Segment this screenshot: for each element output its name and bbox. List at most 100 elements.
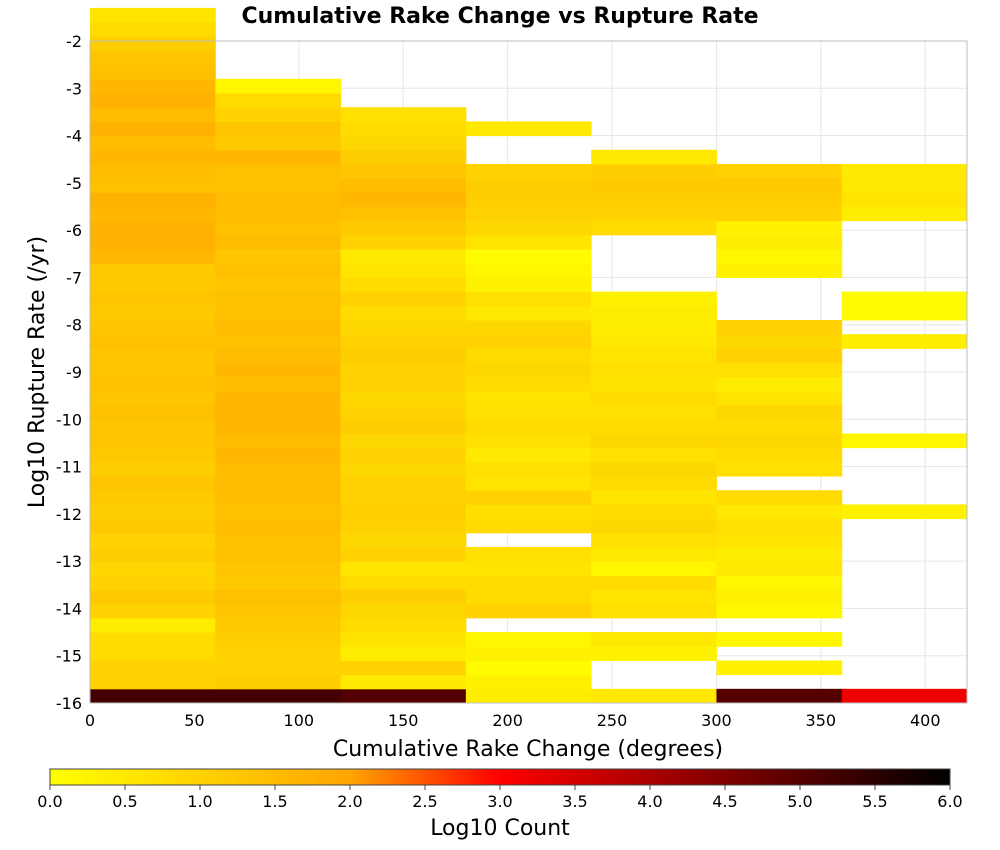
heatmap-cell	[465, 688, 592, 704]
heatmap-cell	[215, 362, 342, 378]
heatmap-cell	[90, 64, 216, 80]
heatmap-cell	[591, 561, 717, 576]
heatmap-cell	[215, 646, 342, 661]
heatmap-cell	[465, 632, 592, 647]
heatmap-cell	[90, 93, 216, 108]
heatmap-cell	[215, 178, 342, 193]
heatmap-cell	[591, 433, 717, 449]
heatmap-cell	[716, 319, 843, 335]
y-tick-label: -8	[66, 316, 82, 335]
heatmap-cell	[716, 390, 843, 406]
heatmap-cell	[465, 192, 592, 207]
heatmap-cell	[340, 149, 467, 165]
x-tick-label: 0	[85, 711, 95, 730]
heatmap-cell	[340, 490, 467, 505]
heatmap-cell	[90, 263, 216, 278]
heatmap-cell	[215, 589, 342, 605]
heatmap-cell	[90, 22, 216, 37]
heatmap-cell	[716, 660, 843, 676]
heatmap-cell	[716, 178, 843, 193]
heatmap-cell	[716, 461, 843, 477]
heatmap-cell	[215, 405, 342, 420]
heatmap-cell	[465, 206, 592, 222]
heatmap-cell	[591, 589, 717, 605]
heatmap-cell	[591, 447, 717, 463]
heatmap-cell	[340, 518, 467, 534]
heatmap-cell	[215, 575, 342, 591]
chart-title: Cumulative Rake Change vs Rupture Rate	[241, 4, 758, 29]
heatmap-cell	[90, 617, 216, 633]
heatmap-cell	[340, 603, 467, 619]
heatmap-cell	[215, 632, 342, 647]
heatmap-cell	[90, 532, 216, 548]
heatmap-cell	[340, 476, 467, 491]
heatmap-cell	[215, 546, 342, 562]
heatmap-cell	[716, 433, 843, 449]
colorbar-gradient	[49, 768, 951, 786]
y-tick-label: -2	[66, 32, 82, 51]
heatmap-cell	[215, 532, 342, 548]
x-axis-label: Cumulative Rake Change (degrees)	[333, 737, 723, 762]
heatmap-cell	[716, 206, 843, 222]
y-tick-label: -10	[56, 410, 82, 429]
heatmap-cell	[90, 419, 216, 434]
heatmap-cell	[90, 107, 216, 122]
heatmap-cell	[591, 518, 717, 534]
heatmap-cell	[716, 348, 843, 364]
heatmap-cell	[340, 575, 467, 591]
heatmap-cell	[591, 334, 717, 349]
heatmap-cell	[215, 674, 342, 690]
heatmap-cell	[215, 206, 342, 222]
heatmap-cell	[465, 121, 592, 137]
heatmap-cell	[591, 603, 717, 619]
heatmap-cell	[716, 163, 843, 179]
heatmap-cell	[591, 291, 717, 307]
heatmap-cell	[90, 291, 216, 307]
heatmap-cell	[716, 490, 843, 505]
heatmap-cell	[90, 376, 216, 392]
heatmap-cell	[340, 419, 467, 434]
heatmap-cell	[215, 561, 342, 576]
heatmap-cell	[591, 163, 717, 179]
heatmap-cell	[591, 149, 717, 165]
colorbar-tick-label: 1.5	[262, 792, 287, 811]
heatmap-cell	[340, 107, 467, 122]
heatmap-cell	[340, 163, 467, 179]
heatmap-cell	[90, 305, 216, 321]
y-tick-label: -6	[66, 221, 82, 240]
heatmap-cell	[340, 121, 467, 137]
heatmap-cell	[215, 192, 342, 207]
heatmap-cell	[465, 291, 592, 307]
heatmap-cell	[465, 490, 592, 505]
colorbar-label: Log10 Count	[430, 816, 570, 841]
colorbar-tick-label: 0.5	[112, 792, 137, 811]
heatmap-cell	[340, 405, 467, 420]
heatmap-cell	[465, 575, 592, 591]
heatmap-cell	[340, 362, 467, 378]
colorbar-tick-label: 2.0	[337, 792, 362, 811]
heatmap-cell	[215, 617, 342, 633]
colorbar-tick-label: 4.5	[712, 792, 737, 811]
heatmap-cell	[465, 660, 592, 676]
heatmap-cell	[340, 646, 467, 661]
heatmap-cell	[716, 518, 843, 534]
heatmap-cell	[340, 589, 467, 605]
colorbar-tick-label: 6.0	[937, 792, 962, 811]
heatmap-cell	[716, 532, 843, 548]
heatmap-cell	[90, 234, 216, 250]
heatmap-cell	[215, 334, 342, 349]
heatmap-cell	[340, 617, 467, 633]
heatmap-cell	[465, 589, 592, 605]
heatmap-cell	[716, 249, 843, 264]
heatmap-cell	[90, 518, 216, 534]
heatmap-cell	[90, 405, 216, 420]
heatmap-cell	[465, 603, 592, 619]
heatmap-cell	[215, 220, 342, 236]
heatmap-cell	[716, 546, 843, 562]
heatmap-cell	[215, 447, 342, 463]
heatmap-cell	[340, 532, 467, 548]
heatmap-cell	[465, 305, 592, 321]
heatmap-cell	[90, 50, 216, 66]
heatmap-cell	[340, 561, 467, 576]
heatmap-cell	[465, 319, 592, 335]
